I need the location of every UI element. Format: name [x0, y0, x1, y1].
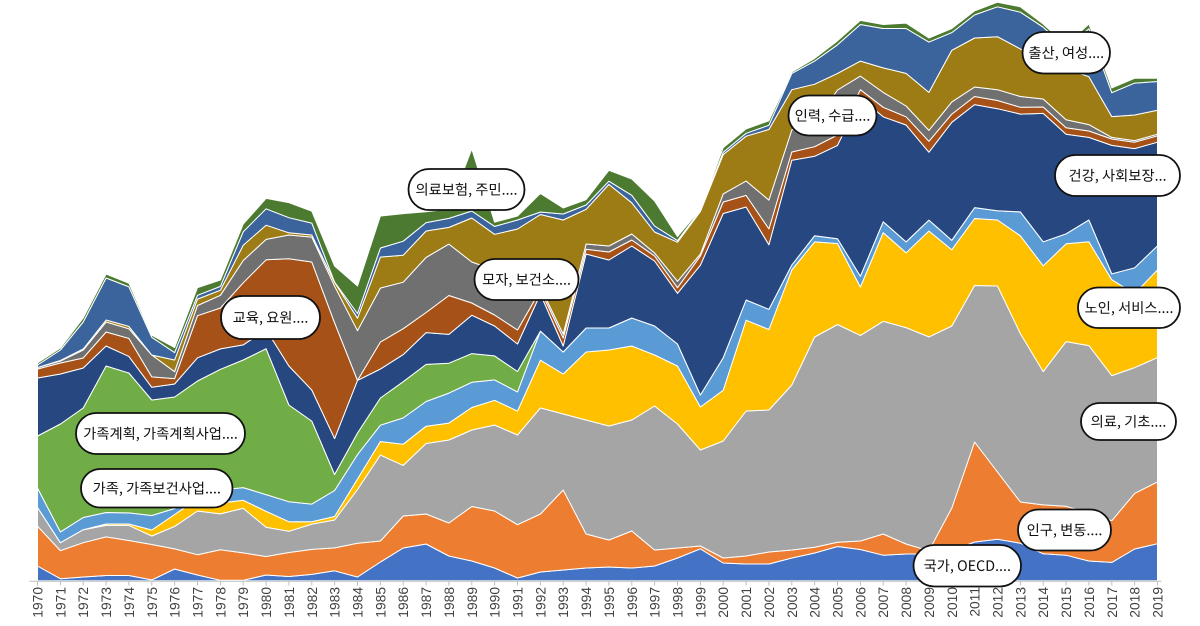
svg-text:1970: 1970 — [31, 587, 46, 618]
svg-text:1997: 1997 — [648, 587, 663, 618]
svg-text:2019: 2019 — [1151, 587, 1166, 618]
svg-text:1973: 1973 — [99, 587, 114, 618]
svg-text:2011: 2011 — [968, 587, 983, 617]
svg-text:2001: 2001 — [739, 587, 754, 618]
svg-text:1988: 1988 — [442, 587, 457, 618]
svg-text:2007: 2007 — [876, 587, 891, 618]
svg-text:1983: 1983 — [328, 587, 343, 618]
svg-text:1978: 1978 — [213, 587, 228, 618]
svg-text:2005: 2005 — [831, 587, 846, 618]
svg-text:1987: 1987 — [419, 587, 434, 618]
svg-text:2009: 2009 — [922, 587, 937, 618]
svg-text:1981: 1981 — [282, 587, 297, 618]
svg-text:1984: 1984 — [351, 587, 366, 618]
svg-text:2018: 2018 — [1128, 587, 1143, 618]
svg-text:2003: 2003 — [785, 587, 800, 618]
svg-text:1990: 1990 — [488, 587, 503, 618]
svg-text:1998: 1998 — [671, 587, 686, 618]
svg-text:1980: 1980 — [259, 587, 274, 618]
svg-text:2010: 2010 — [945, 587, 960, 618]
svg-text:1992: 1992 — [533, 587, 548, 618]
svg-text:2015: 2015 — [1059, 587, 1074, 618]
svg-text:2013: 2013 — [1013, 587, 1028, 618]
svg-text:1971: 1971 — [53, 587, 68, 618]
svg-text:1989: 1989 — [465, 587, 480, 618]
svg-text:2008: 2008 — [899, 587, 914, 618]
svg-text:2004: 2004 — [808, 587, 823, 618]
svg-text:1979: 1979 — [236, 587, 251, 618]
svg-text:1991: 1991 — [511, 587, 526, 618]
svg-text:2002: 2002 — [762, 587, 777, 618]
svg-text:1999: 1999 — [693, 587, 708, 618]
svg-text:1982: 1982 — [305, 587, 320, 618]
svg-text:1976: 1976 — [168, 587, 183, 618]
svg-text:1972: 1972 — [76, 587, 91, 618]
svg-text:2000: 2000 — [716, 587, 731, 618]
svg-text:1977: 1977 — [191, 587, 206, 618]
svg-text:1974: 1974 — [122, 587, 137, 618]
svg-text:2017: 2017 — [1105, 587, 1120, 618]
svg-text:2012: 2012 — [991, 587, 1006, 618]
svg-text:1986: 1986 — [396, 587, 411, 618]
svg-text:2014: 2014 — [1036, 587, 1051, 618]
svg-text:1995: 1995 — [602, 587, 617, 618]
svg-text:2016: 2016 — [1082, 587, 1097, 618]
svg-text:2006: 2006 — [853, 587, 868, 618]
svg-text:1994: 1994 — [579, 587, 594, 618]
svg-text:1985: 1985 — [373, 587, 388, 618]
svg-text:1996: 1996 — [625, 587, 640, 618]
svg-text:1993: 1993 — [556, 587, 571, 618]
svg-text:1975: 1975 — [145, 587, 160, 618]
